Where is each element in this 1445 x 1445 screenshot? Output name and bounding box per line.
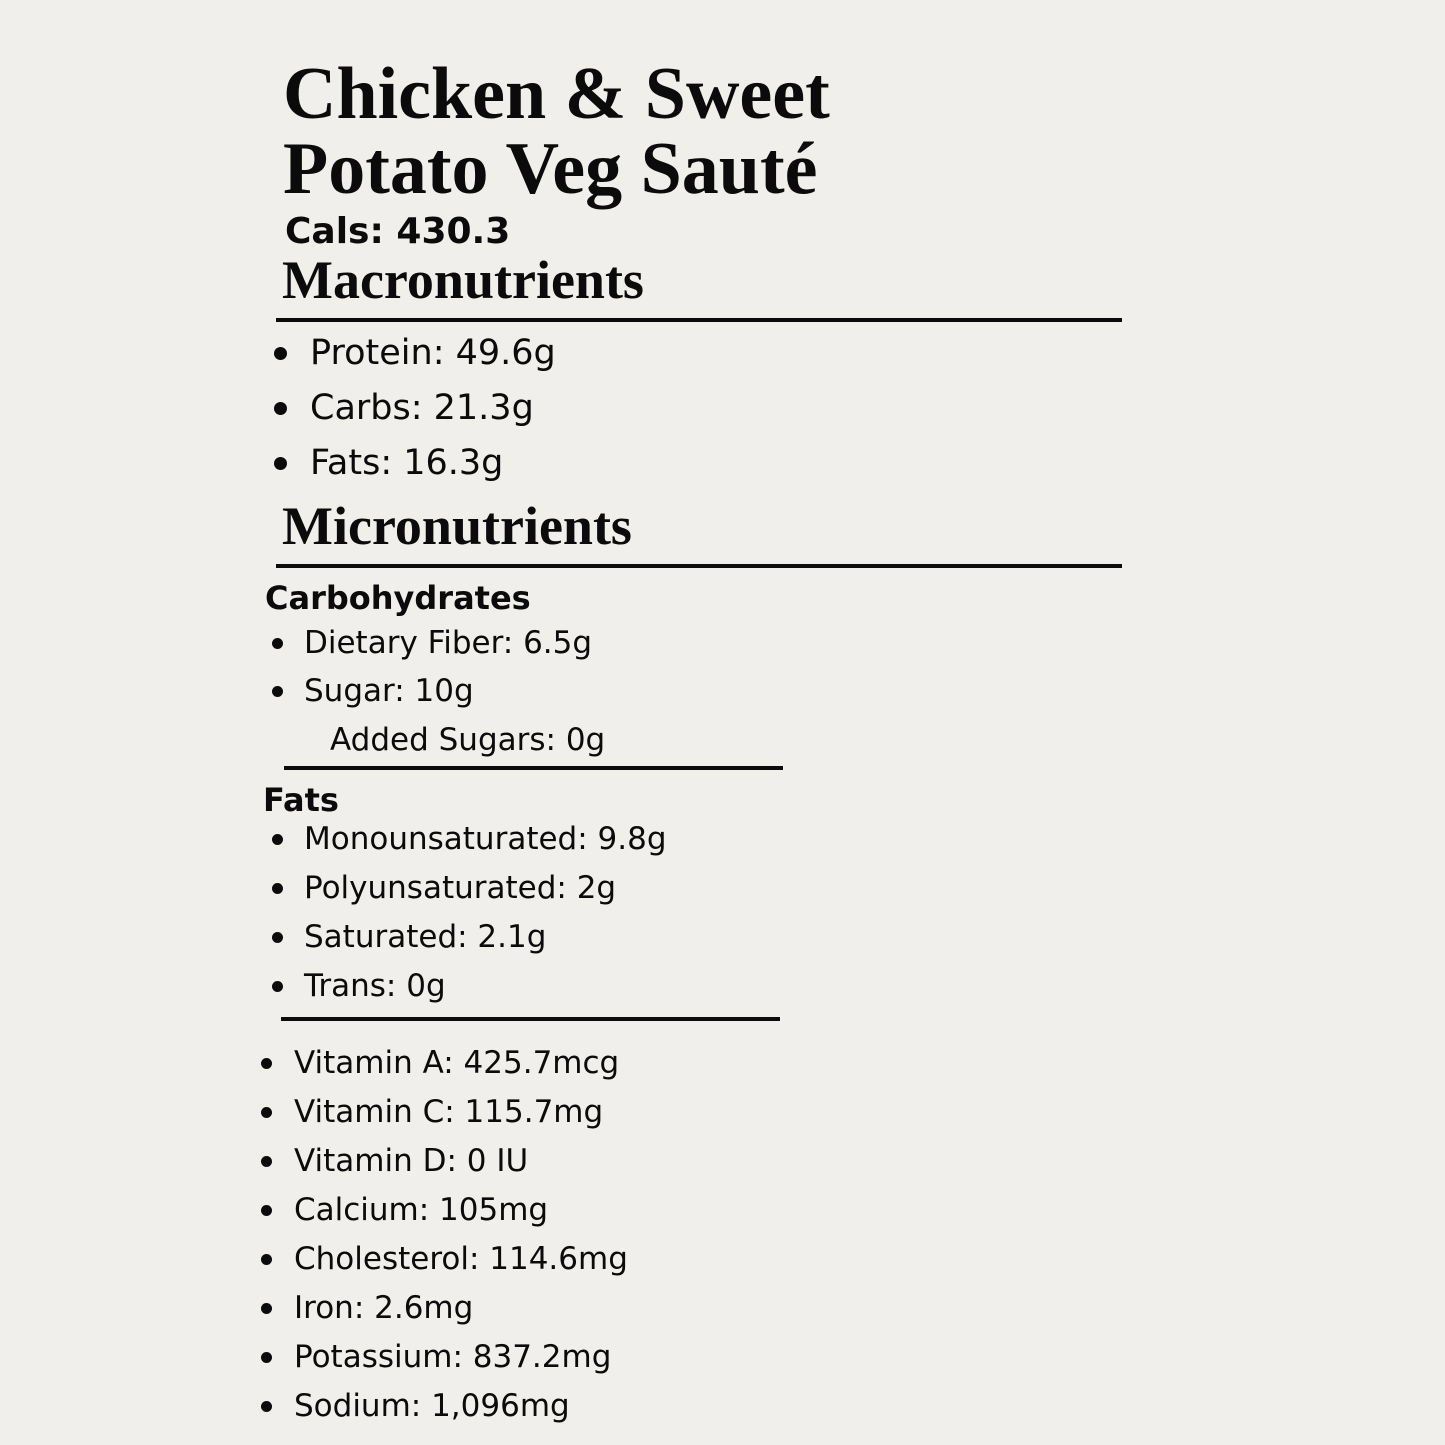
macro-item: Fats: 16.3g (274, 441, 504, 485)
macro-item: Protein: 49.6g (274, 331, 556, 375)
nutrient-text: Vitamin D: 0 IU (294, 1143, 529, 1179)
fat-text: Monounsaturated: 9.8g (304, 821, 667, 857)
nutrient-item: Sodium: 1,096mg (261, 1386, 570, 1426)
bullet-icon (261, 1058, 272, 1069)
fat-item: Polyunsaturated: 2g (272, 868, 617, 908)
nutrient-item: Potassium: 837.2mg (261, 1337, 612, 1377)
bullet-icon (274, 402, 287, 415)
nutrient-item: Vitamin A: 425.7mcg (261, 1043, 620, 1083)
fat-item: Monounsaturated: 9.8g (272, 819, 667, 859)
bullet-icon (272, 638, 283, 649)
fat-item: Saturated: 2.1g (272, 917, 547, 957)
bullet-icon (261, 1156, 272, 1167)
nutrient-item: Calcium: 105mg (261, 1190, 549, 1230)
bullet-icon (272, 686, 283, 697)
fats-heading: Fats (263, 781, 339, 819)
bullet-icon (261, 1352, 272, 1363)
calories: Cals: 430.3 (285, 211, 511, 252)
fat-text: Saturated: 2.1g (304, 919, 547, 955)
carb-item: Sugar: 10g (272, 671, 474, 711)
nutrient-item: Iron: 2.6mg (261, 1288, 474, 1328)
added-sugars: Added Sugars: 0g (330, 722, 606, 758)
nutrient-text: Cholesterol: 114.6mg (294, 1241, 628, 1277)
nutrient-text: Calcium: 105mg (294, 1192, 549, 1228)
carb-text: Sugar: 10g (304, 673, 474, 709)
bullet-icon (274, 457, 287, 470)
divider (281, 1017, 780, 1021)
nutrient-text: Vitamin C: 115.7mg (294, 1094, 604, 1130)
bullet-icon (261, 1254, 272, 1265)
nutrient-item: Vitamin D: 0 IU (261, 1141, 529, 1181)
carb-item: Dietary Fiber: 6.5g (272, 623, 593, 663)
macro-text: Protein: 49.6g (310, 333, 556, 373)
divider (276, 318, 1122, 322)
bullet-icon (272, 981, 283, 992)
bullet-icon (261, 1107, 272, 1118)
bullet-icon (261, 1303, 272, 1314)
fat-text: Polyunsaturated: 2g (304, 870, 617, 906)
carbohydrates-heading: Carbohydrates (265, 579, 531, 617)
bullet-icon (261, 1401, 272, 1412)
nutrient-item: Cholesterol: 114.6mg (261, 1239, 628, 1279)
nutrient-text: Sodium: 1,096mg (294, 1388, 570, 1424)
macro-text: Fats: 16.3g (310, 443, 504, 483)
bullet-icon (272, 883, 283, 894)
nutrient-item: Vitamin C: 115.7mg (261, 1092, 604, 1132)
nutrient-text: Iron: 2.6mg (294, 1290, 474, 1326)
macro-item: Carbs: 21.3g (274, 386, 534, 430)
divider (284, 766, 783, 770)
macronutrients-heading: Macronutrients (282, 250, 644, 310)
recipe-title-line-1: Chicken & Sweet (283, 53, 830, 135)
bullet-icon (261, 1205, 272, 1216)
fat-item: Trans: 0g (272, 966, 446, 1006)
carb-text: Dietary Fiber: 6.5g (304, 625, 593, 661)
bullet-icon (272, 932, 283, 943)
macro-text: Carbs: 21.3g (310, 388, 534, 428)
bullet-icon (272, 834, 283, 845)
micronutrients-heading: Micronutrients (282, 496, 632, 556)
recipe-title-line-2: Potato Veg Sauté (283, 128, 818, 210)
divider (276, 564, 1122, 568)
bullet-icon (274, 347, 287, 360)
nutrient-text: Vitamin A: 425.7mcg (294, 1045, 620, 1081)
nutrient-text: Potassium: 837.2mg (294, 1339, 612, 1375)
fat-text: Trans: 0g (304, 968, 446, 1004)
